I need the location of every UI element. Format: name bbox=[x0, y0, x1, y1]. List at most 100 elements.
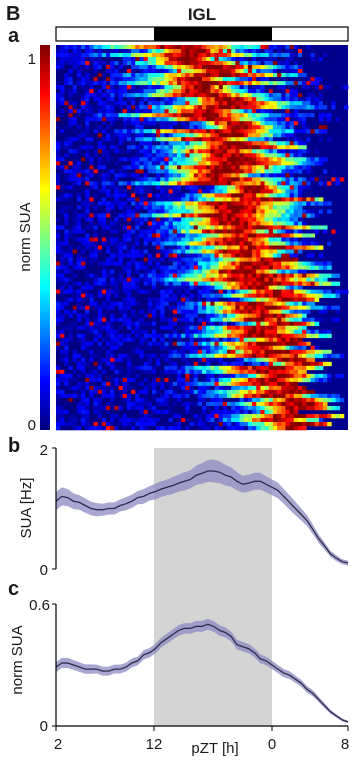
heatmap-cell bbox=[64, 341, 69, 347]
heatmap-cell bbox=[131, 301, 136, 306]
heatmap-cell bbox=[243, 137, 249, 142]
heatmap-cell bbox=[222, 317, 228, 323]
heatmap-cell bbox=[131, 49, 136, 54]
heatmap-cell bbox=[314, 345, 320, 351]
heatmap-cell bbox=[235, 229, 240, 234]
heatmap-cell bbox=[302, 129, 307, 134]
heatmap-cell bbox=[85, 69, 90, 74]
heatmap-cell bbox=[139, 81, 144, 86]
heatmap-cell bbox=[110, 117, 115, 122]
heatmap-cell bbox=[302, 53, 307, 58]
heatmap-cell bbox=[106, 353, 111, 359]
heatmap-cell bbox=[243, 245, 249, 250]
heatmap-cell bbox=[239, 353, 245, 359]
heatmap-cell bbox=[289, 93, 295, 98]
heatmap-cell bbox=[247, 221, 253, 226]
heatmap-cell bbox=[235, 317, 240, 323]
heatmap-cell bbox=[114, 49, 119, 54]
heatmap-cell bbox=[285, 65, 290, 70]
heatmap-cell bbox=[101, 225, 107, 230]
heatmap-cell bbox=[93, 185, 99, 190]
heatmap-cell bbox=[202, 301, 207, 306]
heatmap-cell bbox=[147, 233, 153, 238]
heatmap-cell bbox=[231, 165, 236, 170]
heatmap-cell bbox=[72, 341, 78, 347]
heatmap-cell bbox=[214, 249, 220, 254]
heatmap-cell bbox=[189, 101, 195, 106]
heatmap-cell bbox=[318, 277, 324, 282]
heatmap-cell bbox=[172, 341, 178, 347]
heatmap-cell bbox=[160, 245, 165, 250]
heatmap-cell bbox=[64, 129, 69, 134]
heatmap-cell bbox=[231, 289, 236, 294]
heatmap-cell bbox=[126, 289, 132, 294]
heatmap-cell bbox=[85, 65, 90, 70]
heatmap-cell bbox=[202, 189, 207, 194]
heatmap-cell bbox=[164, 81, 170, 86]
heatmap-cell bbox=[218, 117, 224, 122]
heatmap-cell bbox=[189, 189, 195, 194]
heatmap-cell bbox=[222, 141, 228, 146]
heatmap-cell bbox=[126, 57, 132, 62]
heatmap-cell bbox=[151, 305, 157, 310]
heatmap-cell bbox=[222, 353, 228, 359]
heatmap-cell bbox=[235, 173, 240, 178]
heatmap-cell bbox=[172, 189, 178, 194]
heatmap-cell bbox=[168, 93, 174, 98]
heatmap-cell bbox=[247, 257, 253, 262]
heatmap-cell bbox=[126, 341, 132, 347]
heatmap-cell bbox=[231, 333, 236, 339]
heatmap-cell bbox=[89, 85, 94, 90]
heatmap-cell bbox=[239, 277, 245, 282]
heatmap-cell bbox=[264, 141, 270, 146]
heatmap-cell bbox=[202, 201, 207, 206]
heatmap-cell bbox=[260, 45, 265, 50]
heatmap-cell bbox=[147, 253, 153, 258]
heatmap-cell bbox=[231, 49, 236, 54]
heatmap-cell bbox=[302, 185, 307, 190]
heatmap-cell bbox=[264, 349, 270, 355]
heatmap-cell bbox=[247, 97, 253, 102]
heatmap-cell bbox=[289, 177, 295, 182]
heatmap-cell bbox=[247, 321, 253, 327]
heatmap-cell bbox=[243, 293, 249, 298]
heatmap-cell bbox=[164, 145, 170, 150]
heatmap-cell bbox=[160, 345, 165, 351]
heatmap-cell bbox=[114, 353, 119, 359]
heatmap-cell bbox=[218, 113, 224, 118]
heatmap-cell bbox=[256, 69, 261, 74]
heatmap-cell bbox=[76, 53, 82, 58]
heatmap-cell bbox=[243, 165, 249, 170]
heatmap-cell bbox=[285, 265, 290, 270]
heatmap-cell bbox=[281, 133, 286, 138]
heatmap-cell bbox=[89, 249, 94, 254]
heatmap-cell bbox=[260, 225, 265, 230]
heatmap-cell bbox=[143, 77, 149, 82]
heatmap-cell bbox=[227, 225, 232, 230]
heatmap-cell bbox=[106, 177, 111, 182]
heatmap-cell bbox=[227, 213, 232, 218]
heatmap-cell bbox=[185, 205, 190, 210]
heatmap-cell bbox=[218, 353, 224, 359]
heatmap-cell bbox=[193, 141, 199, 146]
heatmap-cell bbox=[68, 85, 74, 90]
heatmap-cell bbox=[101, 213, 107, 218]
heatmap-cell bbox=[306, 293, 311, 298]
heatmap-cell bbox=[277, 277, 282, 282]
heatmap-cell bbox=[56, 265, 61, 270]
heatmap-cell bbox=[114, 153, 119, 158]
heatmap-cell bbox=[222, 257, 228, 262]
heatmap-cell bbox=[306, 165, 311, 170]
heatmap-cell bbox=[81, 193, 86, 198]
heatmap-cell bbox=[164, 281, 170, 286]
heatmap-cell bbox=[243, 149, 249, 154]
heatmap-cell bbox=[210, 61, 215, 66]
heatmap-cell bbox=[168, 181, 174, 186]
heatmap-cell bbox=[256, 93, 261, 98]
heatmap-cell bbox=[72, 165, 78, 170]
heatmap-cell bbox=[268, 301, 274, 306]
heatmap-cell bbox=[181, 293, 186, 298]
heatmap-cell bbox=[327, 265, 332, 270]
heatmap-cell bbox=[306, 289, 311, 294]
heatmap-cell bbox=[168, 285, 174, 290]
